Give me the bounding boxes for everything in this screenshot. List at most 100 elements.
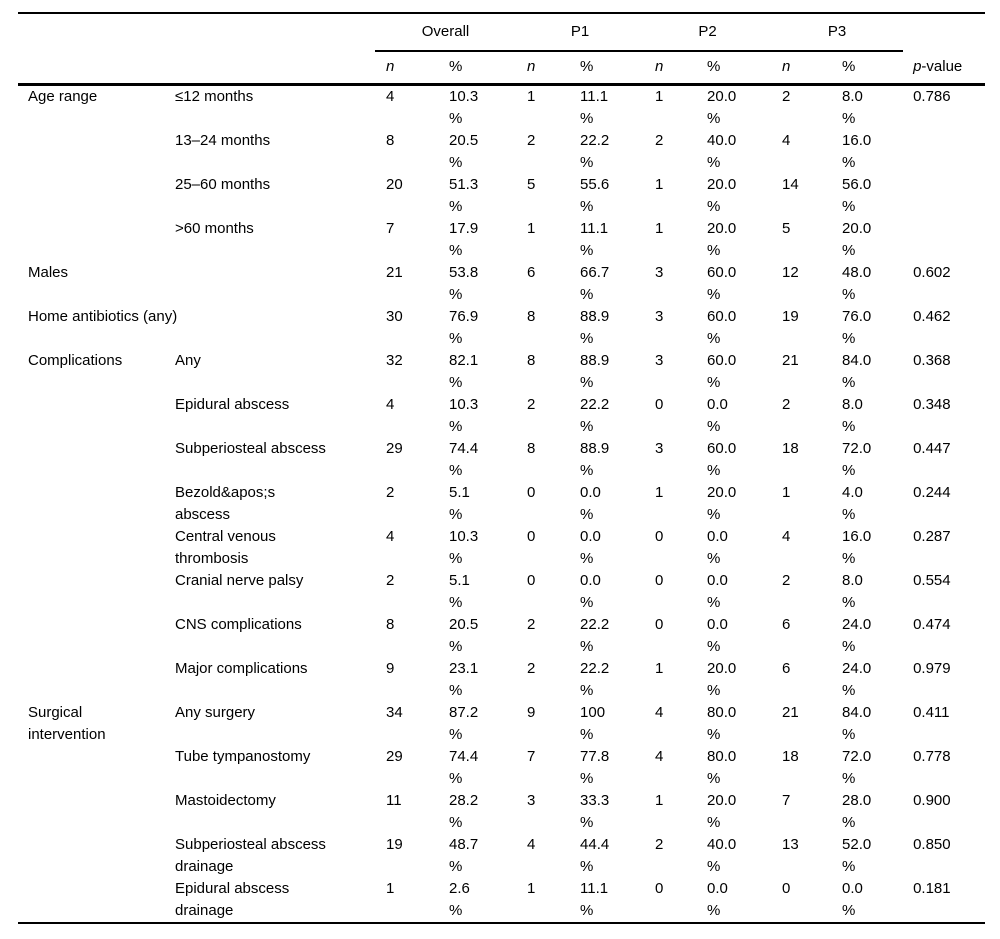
percent-cell: 20.5 % xyxy=(449,616,479,655)
p-value-cell xyxy=(903,174,985,218)
subheader-pct-overall: % xyxy=(438,51,517,86)
n-cell: 6 xyxy=(782,616,791,633)
row-group-label xyxy=(18,174,165,218)
p-value-cell: 0.462 xyxy=(913,308,951,325)
n-cell: 32 xyxy=(386,352,403,369)
table-row: Cranial nerve palsy 2 5.1 % 0 0.0 % 0 0.0 % 2 8.… xyxy=(18,570,985,614)
n-cell: 0 xyxy=(655,572,664,589)
table-row: Bezold&apos;s abscess 2 5.1 % 0 0.0 % 1 20.0 %… xyxy=(18,482,985,526)
n-cell: 21 xyxy=(386,264,403,281)
row-label: Central venous thrombosis xyxy=(175,528,276,567)
percent-cell: 11.1 % xyxy=(569,878,645,924)
demographics-outcomes-table: Overall P1 P2 P3 n % n % n % n % p-value… xyxy=(18,12,986,924)
n-cell: 4 xyxy=(527,836,536,853)
row-label: 13–24 months xyxy=(175,132,271,149)
table-row: Major complications 9 23.1 % 2 22.2 % 1 20.0 %… xyxy=(18,658,985,702)
percent-cell: 0.0 % xyxy=(707,616,728,655)
percent-cell: 22.2 % xyxy=(580,132,610,171)
n-cell: 18 xyxy=(782,748,799,765)
percent-cell: 11.1 % xyxy=(580,88,609,127)
percent-cell: 72.0 % xyxy=(842,748,872,787)
percent-cell: 0.0 % xyxy=(831,878,904,924)
percent-cell: 5.1 % xyxy=(449,572,470,611)
col-group-overall: Overall xyxy=(375,12,517,52)
empty-header-cell xyxy=(903,12,986,51)
subheader-n-overall: n xyxy=(375,51,438,86)
row-label: Tube tympanostomy xyxy=(175,748,311,765)
percent-cell: 0.0 % xyxy=(696,878,772,924)
percent-cell: 20.0 % xyxy=(842,220,872,259)
n-cell: 2 xyxy=(527,396,536,413)
n-cell: 1 xyxy=(655,792,664,809)
row-label: ≤12 months xyxy=(175,88,254,105)
n-cell: 4 xyxy=(782,528,791,545)
n-cell: 21 xyxy=(782,352,799,369)
p-value-italic-p: p xyxy=(913,57,922,75)
table-row: 13–24 months 8 20.5 % 2 22.2 % 2 40.0 % 4 16.0 % xyxy=(18,130,985,174)
percent-cell: 24.0 % xyxy=(842,660,872,699)
percent-cell: 20.5 % xyxy=(449,132,479,171)
percent-cell: 44.4 % xyxy=(580,836,610,875)
percent-cell: 100 % xyxy=(580,704,606,743)
row-group-label xyxy=(18,218,165,262)
n-cell: 2 xyxy=(386,484,395,501)
percent-cell: 0.0 % xyxy=(580,484,601,523)
percent-cell: 5.1 % xyxy=(449,484,470,523)
percent-cell: 84.0 % xyxy=(842,704,872,743)
p-value-cell: 0.447 xyxy=(913,440,951,457)
percent-cell: 0.0 % xyxy=(707,396,728,435)
n-cell: 0 xyxy=(527,528,536,545)
percent-cell: 74.4 % xyxy=(449,440,479,479)
n-cell: 4 xyxy=(386,396,395,413)
n-cell: 30 xyxy=(386,308,403,325)
percent-cell: 88.9 % xyxy=(580,352,610,391)
percent-cell: 76.9 % xyxy=(449,308,479,347)
percent-cell: 0.0 % xyxy=(707,528,728,567)
empty-header-cell xyxy=(18,12,375,51)
percent-cell: 84.0 % xyxy=(842,352,872,391)
n-cell: 4 xyxy=(386,88,395,105)
row-group-label xyxy=(18,834,165,878)
row-label: Cranial nerve palsy xyxy=(175,572,304,589)
row-group-label: Surgical intervention xyxy=(28,704,106,743)
n-cell: 3 xyxy=(655,308,664,325)
n-cell: 19 xyxy=(782,308,799,325)
n-cell: 8 xyxy=(386,132,395,149)
row-group-label xyxy=(18,438,165,482)
percent-cell: 33.3 % xyxy=(580,792,610,831)
n-cell: 1 xyxy=(516,878,570,924)
n-cell: 8 xyxy=(527,440,536,457)
percent-cell: 10.3 % xyxy=(449,396,479,435)
n-cell: 2 xyxy=(782,396,791,413)
percent-cell: 87.2 % xyxy=(449,704,479,743)
n-cell: 9 xyxy=(527,704,536,721)
row-group-label xyxy=(18,790,165,834)
percent-cell: 20.0 % xyxy=(707,660,737,699)
row-label: Epidural abscess xyxy=(175,396,290,413)
n-cell: 3 xyxy=(655,440,664,457)
percent-cell: 2.6 % xyxy=(438,878,517,924)
percent-cell: 40.0 % xyxy=(707,836,737,875)
row-label: Epidural abscess drainage xyxy=(165,878,375,924)
n-cell: 2 xyxy=(386,572,395,589)
n-cell: 19 xyxy=(386,836,403,853)
percent-cell: 60.0 % xyxy=(707,352,737,391)
row-group-label: Home antibiotics (any) xyxy=(28,308,178,325)
n-cell: 2 xyxy=(655,132,664,149)
p-value-cell xyxy=(903,130,985,174)
percent-cell: 28.2 % xyxy=(449,792,479,831)
p-value-cell: 0.554 xyxy=(913,572,951,589)
row-group-label xyxy=(18,130,165,174)
table-row: Surgical intervention Any surgery 34 87.2 %… xyxy=(18,702,985,746)
n-cell: 5 xyxy=(782,220,791,237)
p-value-cell: 0.348 xyxy=(913,396,951,413)
percent-cell: 53.8 % xyxy=(449,264,479,303)
subheader-pct-p1: % xyxy=(569,51,645,86)
percent-cell: 72.0 % xyxy=(842,440,872,479)
percent-cell: 20.0 % xyxy=(707,484,737,523)
table-row: Home antibiotics (any) 30 76.9 % 8 88.9 % 3 60… xyxy=(18,306,985,350)
n-cell: 1 xyxy=(527,220,536,237)
percent-cell: 88.9 % xyxy=(580,440,610,479)
p-value-cell: 0.900 xyxy=(913,792,951,809)
n-cell: 0 xyxy=(527,484,536,501)
